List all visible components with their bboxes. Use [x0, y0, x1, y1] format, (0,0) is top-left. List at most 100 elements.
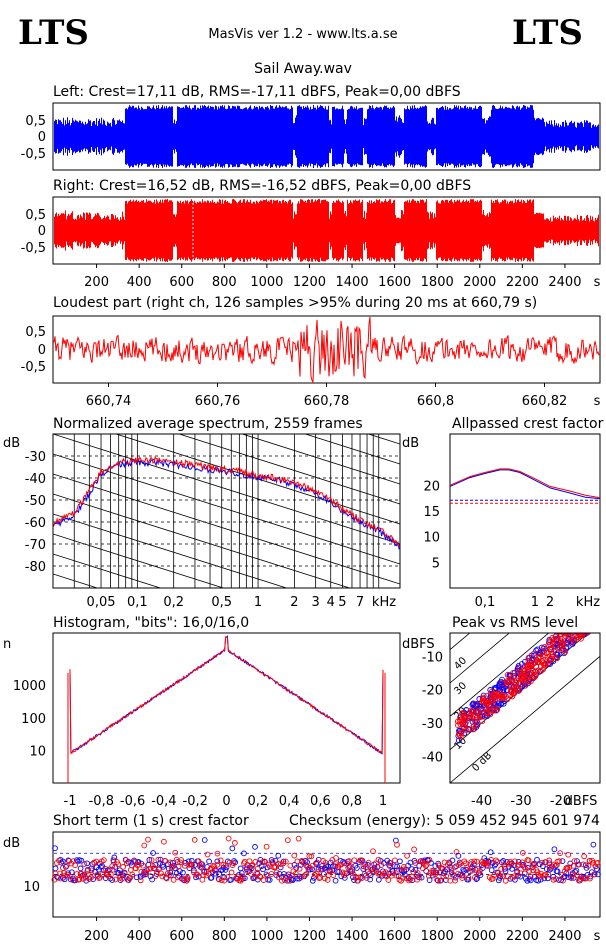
short-crest-point [97, 874, 103, 881]
peak-rms-point [519, 675, 525, 682]
short-crest-xtick-label: 1400 [336, 929, 369, 944]
short-crest-xtick-label: 1600 [378, 929, 411, 944]
short-crest-point [485, 863, 491, 869]
short-crest-point [423, 861, 430, 868]
peak-rms-diagonal [450, 633, 510, 684]
short-crest-point [133, 865, 139, 872]
short-crest-point [412, 860, 419, 866]
short-crest-point [404, 852, 410, 859]
short-crest-point [459, 872, 466, 879]
short-crest-point [435, 877, 441, 884]
short-crest-point [559, 872, 565, 878]
short-crest-point [123, 857, 129, 863]
short-crest-point [263, 843, 270, 850]
short-crest-point [316, 875, 323, 882]
short-crest-point [433, 869, 440, 876]
crest-xtick-label: 0,1 [475, 595, 496, 610]
short-crest-point [378, 862, 385, 868]
peak-rms-point [502, 693, 509, 700]
peak-rms-point [594, 614, 599, 619]
short-crest-point [159, 873, 166, 880]
histogram-panel: n 1000 100 10 -1 -0,8 -0,6 -0,4 -0,2 0 0,2 0,4 0,6… [3, 632, 401, 809]
short-crest-point [198, 861, 204, 867]
short-crest-point [443, 873, 450, 879]
peak-rms-xtick-label: -20 [550, 794, 571, 809]
short-crest-point [293, 865, 300, 871]
spectrum-frame [52, 433, 401, 589]
short-crest-point [486, 874, 493, 881]
short-crest-point [338, 861, 344, 868]
short-crest-point [386, 859, 393, 866]
peak-rms-point [579, 627, 584, 632]
short-crest-point [526, 868, 533, 874]
short-crest-panel: dB 10 200 400 600 800 1000 1200 1400 1600 1800 20… [3, 831, 601, 944]
short-crest-point [546, 857, 553, 864]
short-crest-point [254, 869, 260, 876]
peak-rms-point [527, 678, 534, 685]
short-crest-point [517, 873, 524, 880]
short-crest-point [452, 877, 459, 884]
short-crest-point [258, 863, 265, 869]
short-crest-point [230, 860, 237, 866]
short-crest-point [372, 866, 378, 873]
peak-rms-point [522, 666, 528, 673]
peak-rms-point [470, 723, 477, 730]
spectrum-xtick-label: 1 [254, 595, 262, 610]
spectrum-ytick-label: -50 [25, 494, 46, 509]
short-crest-point [194, 871, 200, 878]
short-crest-point [354, 865, 360, 871]
peak-rms-xtick-label: -30 [510, 794, 531, 809]
short-crest-point [512, 858, 518, 865]
spectrum-grid [53, 434, 400, 588]
peak-rms-point [534, 658, 541, 665]
spectrum-ytick-label: -70 [25, 538, 46, 553]
right-xtick-label: 200 [84, 275, 109, 290]
short-crest-point [375, 876, 382, 883]
short-crest-point [519, 859, 526, 866]
short-crest-point [553, 876, 559, 882]
checksum: Checksum (energy): 5 059 452 945 601 974 [289, 813, 600, 829]
short-crest-point [88, 874, 94, 881]
peak-rms-diagonal [450, 633, 550, 717]
peak-rms-point [574, 634, 581, 641]
short-crest-point [581, 853, 587, 860]
peak-rms-point [563, 633, 569, 635]
peak-rms-point [504, 679, 511, 686]
loudest-xtick-label: 660,78 [304, 394, 350, 409]
short-crest-point [291, 862, 298, 868]
short-crest-point [520, 850, 526, 856]
left-ytick: 0,5 [25, 114, 46, 129]
short-crest-point [456, 862, 462, 868]
right-ytick: -0,5 [21, 241, 46, 256]
spectrum-xtick-label: 2 [290, 595, 298, 610]
short-crest-point [206, 870, 212, 877]
peak-rms-point [596, 613, 601, 618]
short-crest-point [101, 857, 107, 863]
right-xtick-label: 1000 [250, 275, 283, 290]
short-crest-point [52, 865, 59, 872]
short-crest-point [59, 858, 66, 865]
crest-left [449, 469, 601, 500]
short-crest-point [199, 876, 206, 883]
peak-rms-point [514, 686, 521, 693]
histogram-ylabel: n [3, 637, 11, 652]
peak-rms-yticks: -10 -20 -30 -40 [422, 650, 443, 765]
peak-rms-point [562, 637, 569, 644]
loudest-ytick: 0 [38, 343, 46, 358]
crest-title: Allpassed crest factor [452, 416, 604, 432]
short-crest-point [333, 855, 339, 861]
short-crest-point [51, 876, 58, 883]
right-xtick-label: 1400 [336, 275, 369, 290]
short-crest-point [539, 859, 545, 866]
peak-rms-point [487, 707, 494, 714]
short-crest-point [582, 862, 589, 869]
short-crest-point [525, 857, 532, 864]
short-crest-point [489, 875, 496, 882]
spectrum-ytick-label: -30 [25, 450, 46, 465]
waveform-envelope [54, 105, 599, 168]
peak-rms-point [539, 666, 546, 673]
short-crest-point [593, 866, 600, 872]
peak-rms-point [597, 614, 602, 619]
short-crest-point [261, 858, 268, 865]
